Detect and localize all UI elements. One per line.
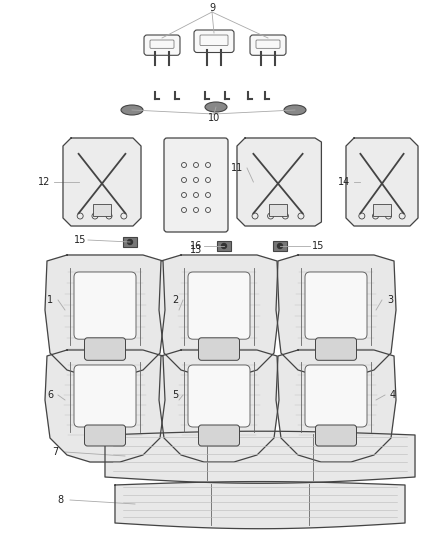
Polygon shape [45,255,165,377]
FancyBboxPatch shape [198,425,240,446]
Text: 5: 5 [172,390,178,400]
Bar [123,237,137,247]
FancyBboxPatch shape [144,35,180,55]
FancyBboxPatch shape [315,338,357,360]
Bar [217,241,231,251]
Ellipse shape [121,105,143,115]
Text: 1: 1 [47,295,53,305]
Bar [373,204,391,216]
FancyBboxPatch shape [188,272,250,339]
Text: 12: 12 [38,177,50,187]
Polygon shape [159,350,279,462]
Text: 7: 7 [52,447,58,457]
Text: 11: 11 [231,163,243,173]
Text: 15: 15 [74,235,86,245]
FancyBboxPatch shape [305,365,367,427]
Polygon shape [105,431,415,483]
FancyBboxPatch shape [188,365,250,427]
FancyBboxPatch shape [194,30,234,52]
Bar [269,204,287,216]
Text: 9: 9 [209,3,215,13]
Circle shape [222,244,226,248]
Polygon shape [159,255,279,377]
Text: 3: 3 [387,295,393,305]
Circle shape [127,239,133,245]
FancyBboxPatch shape [198,338,240,360]
Text: 2: 2 [172,295,178,305]
Polygon shape [276,255,396,377]
Polygon shape [115,482,405,529]
FancyBboxPatch shape [315,425,357,446]
Text: 13: 13 [190,245,202,255]
FancyBboxPatch shape [164,138,228,232]
Ellipse shape [205,102,227,112]
Bar [273,241,287,251]
Polygon shape [346,138,418,226]
Ellipse shape [284,105,306,115]
Circle shape [278,244,283,248]
Bar [93,204,111,216]
Text: 4: 4 [390,390,396,400]
Text: 15: 15 [312,241,324,251]
FancyBboxPatch shape [85,425,126,446]
Polygon shape [276,350,396,462]
FancyBboxPatch shape [85,338,126,360]
Polygon shape [45,350,165,462]
Text: 8: 8 [57,495,63,505]
FancyBboxPatch shape [250,35,286,55]
Polygon shape [63,138,141,226]
FancyBboxPatch shape [305,272,367,339]
FancyBboxPatch shape [74,272,136,339]
FancyBboxPatch shape [74,365,136,427]
Text: 6: 6 [47,390,53,400]
Polygon shape [237,138,321,226]
Text: 10: 10 [208,113,220,123]
Text: 14: 14 [338,177,350,187]
Text: 16: 16 [190,241,202,251]
